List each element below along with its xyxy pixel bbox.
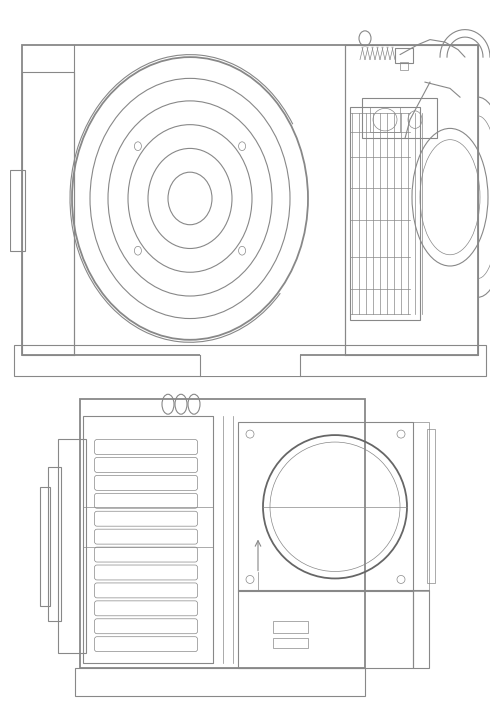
Bar	[200, 353, 300, 376]
Bar	[273, 638, 308, 648]
Bar	[10, 170, 25, 251]
Bar	[238, 422, 413, 591]
Bar	[83, 416, 213, 663]
Bar	[75, 668, 365, 696]
Bar	[40, 487, 50, 606]
Bar	[48, 467, 61, 622]
Bar	[362, 98, 437, 139]
Bar	[413, 422, 429, 591]
Bar	[58, 439, 86, 653]
Bar	[22, 45, 478, 355]
Bar	[80, 399, 365, 668]
Bar	[400, 62, 408, 69]
Bar	[22, 72, 74, 355]
Bar	[395, 48, 413, 64]
Bar	[14, 345, 486, 376]
Bar	[345, 45, 478, 355]
Bar	[238, 590, 413, 668]
Bar	[273, 622, 308, 633]
Bar	[413, 590, 429, 668]
Bar	[427, 429, 435, 583]
Bar	[370, 107, 400, 132]
Bar	[350, 107, 420, 320]
